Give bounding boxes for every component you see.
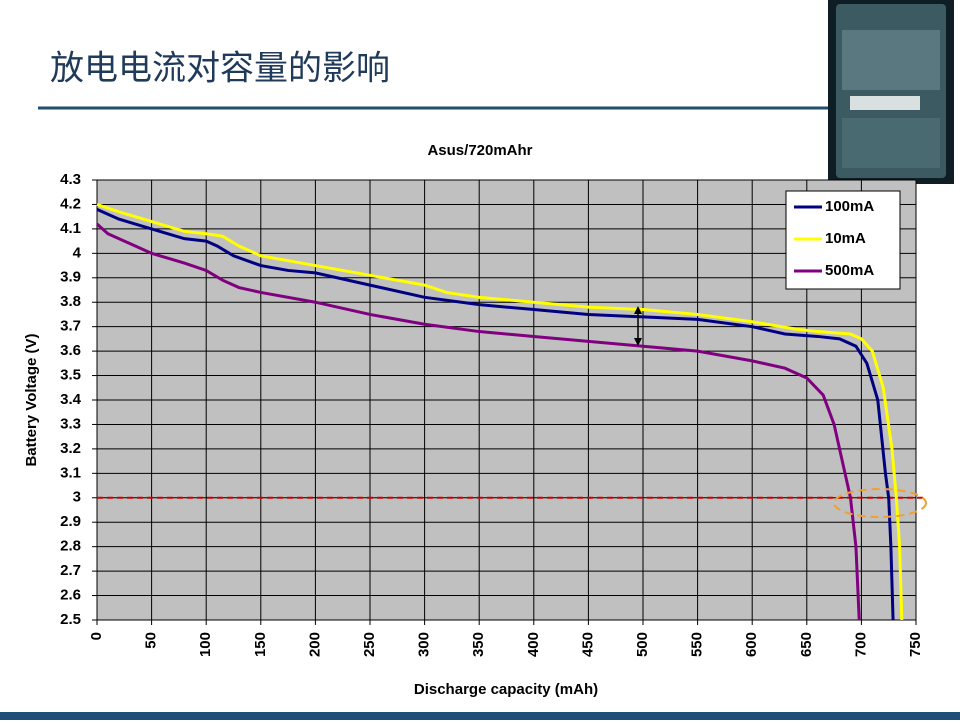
footer-bar	[0, 712, 960, 720]
y-tick-label: 3.2	[60, 440, 81, 457]
x-tick-label: 450	[579, 632, 596, 657]
y-tick-label: 3.5	[60, 367, 81, 384]
y-tick-label: 3.4	[60, 391, 82, 408]
x-tick-label: 700	[852, 632, 869, 657]
x-tick-label: 0	[88, 632, 105, 640]
x-tick-label: 200	[306, 632, 323, 657]
y-tick-label: 2.5	[60, 611, 81, 628]
y-tick-label: 3.9	[60, 269, 81, 286]
x-tick-label: 650	[798, 632, 815, 657]
x-tick-label: 500	[634, 632, 651, 657]
battery-photo	[828, 0, 954, 184]
highlight-ellipse	[833, 488, 927, 518]
series-line	[95, 222, 861, 621]
y-axis-label: Battery Voltage (V)	[23, 333, 40, 466]
y-tick-label: 3.7	[60, 318, 81, 335]
x-tick-label: 250	[361, 632, 378, 657]
series-line	[96, 207, 895, 621]
y-tick-label: 2.6	[60, 587, 81, 604]
legend-label: 500mA	[825, 262, 874, 279]
y-tick-label: 4	[73, 244, 82, 261]
x-tick-label: 550	[689, 632, 706, 657]
chart-title: Asus/720mAhr	[427, 142, 532, 159]
legend-label: 10mA	[825, 230, 866, 247]
x-tick-label: 600	[743, 632, 760, 657]
y-tick-label: 4.2	[60, 195, 81, 212]
x-tick-label: 50	[143, 632, 160, 649]
slide-title: 放电电流对容量的影响	[50, 49, 390, 89]
y-tick-label: 3.6	[60, 342, 81, 359]
x-tick-label: 100	[197, 632, 214, 657]
gap-arrow-head	[634, 306, 642, 346]
y-tick-label: 2.8	[60, 538, 81, 555]
x-tick-label: 750	[907, 632, 924, 657]
series-line	[96, 203, 904, 621]
x-tick-label: 150	[252, 632, 269, 657]
y-tick-label: 3.8	[60, 293, 81, 310]
x-tick-label: 400	[525, 632, 542, 657]
y-tick-label: 2.9	[60, 513, 81, 530]
y-tick-label: 3	[73, 489, 81, 506]
y-tick-label: 4.1	[60, 220, 81, 237]
x-tick-label: 350	[470, 632, 487, 657]
x-axis-label: Discharge capacity (mAh)	[414, 681, 598, 698]
legend-label: 100mA	[825, 198, 874, 215]
x-tick-label: 300	[416, 632, 433, 657]
legend: 100mA 10mA 500mA	[785, 190, 901, 290]
y-tick-label: 4.3	[60, 171, 81, 188]
y-tick-label: 2.7	[60, 562, 81, 579]
y-tick-label: 3.3	[60, 415, 81, 432]
y-tick-label: 3.1	[60, 464, 81, 481]
